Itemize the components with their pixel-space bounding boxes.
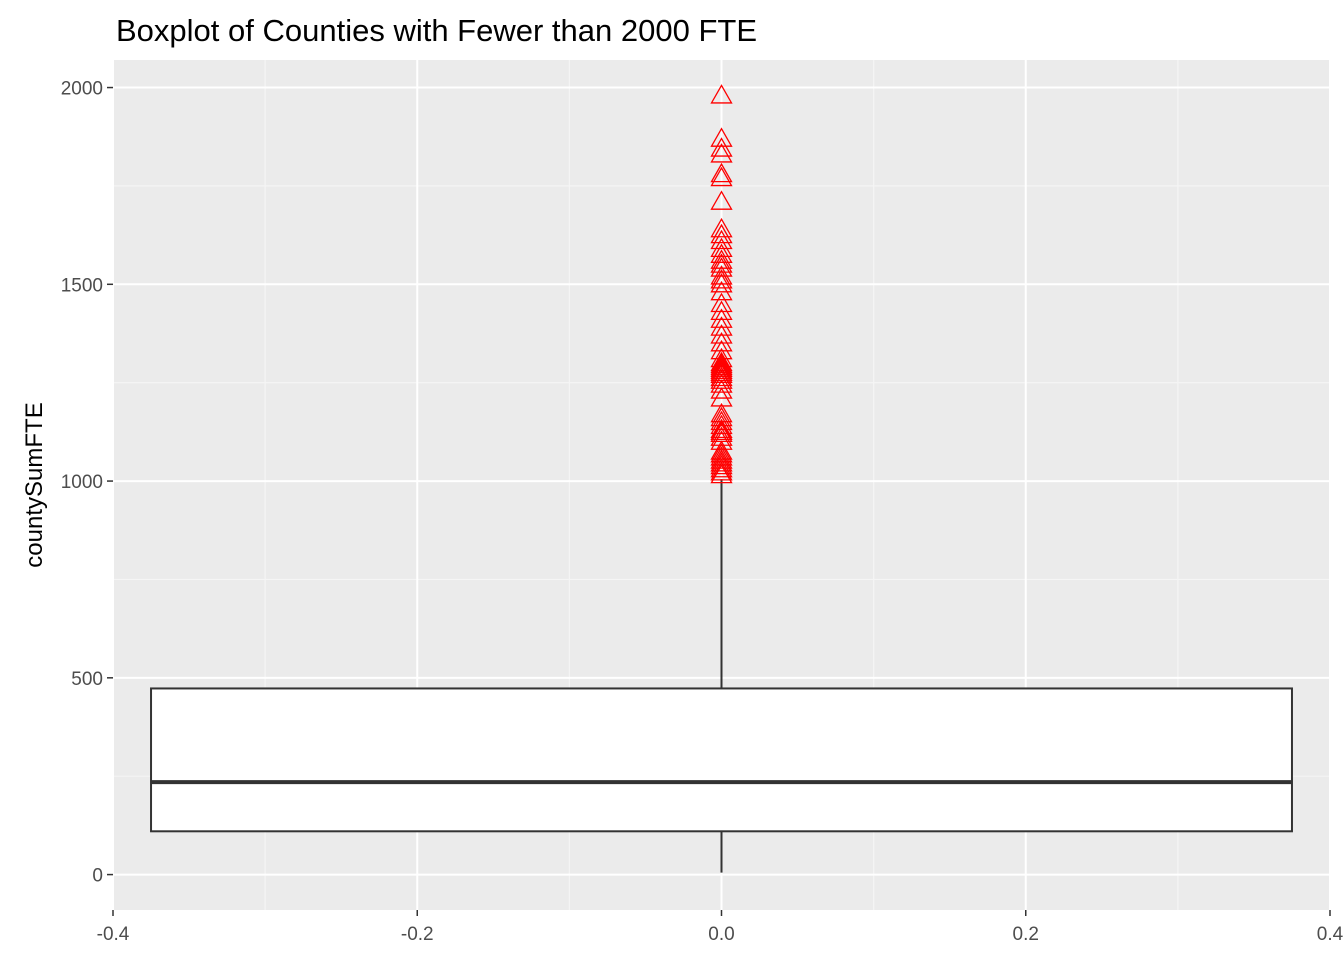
outlier-point [710, 418, 733, 439]
outlier-point [710, 249, 733, 269]
outlier-point [710, 379, 733, 399]
outlier-point [710, 292, 733, 313]
outlier-point [710, 127, 733, 147]
outlier-point [710, 355, 733, 376]
outlier-point [710, 84, 733, 104]
outlier-point [710, 162, 733, 183]
outlier-point [710, 223, 733, 244]
outlier-point [710, 402, 733, 423]
y-axis-label: countySumFTE [21, 402, 48, 567]
outlier-point [710, 332, 733, 352]
box-iqr [150, 687, 1293, 833]
outlier-point [710, 446, 733, 466]
outlier-point [710, 387, 733, 407]
outlier-point [710, 351, 733, 372]
y-tick-label: 500 [71, 669, 103, 690]
outlier-point [710, 430, 733, 450]
outlier-point [710, 143, 733, 163]
outlier-point [710, 369, 733, 389]
outlier-point [710, 363, 733, 383]
x-axis: -0.4 -0.2 0.0 0.2 0.4 [97, 910, 1344, 945]
y-tick-label: 2000 [61, 79, 103, 100]
outlier-point [710, 316, 733, 336]
y-tick-label: 0 [92, 866, 103, 887]
outlier-point [710, 324, 733, 344]
outlier-point [710, 217, 733, 238]
box-layer [150, 479, 1293, 873]
outlier-point [710, 300, 733, 321]
outlier-point [710, 280, 733, 301]
outlier-point [710, 426, 733, 446]
y-tick-label: 1500 [61, 275, 103, 296]
outlier-point [710, 359, 733, 380]
outlier-point [710, 237, 733, 258]
outlier-point [710, 166, 733, 187]
outlier-point [710, 442, 733, 463]
x-tick-label: 0.0 [708, 924, 734, 945]
y-tick-label: 1000 [61, 472, 103, 493]
outlier-points [710, 84, 733, 484]
outlier-point [710, 339, 733, 360]
outlier-point [710, 353, 733, 374]
outlier-point [710, 190, 733, 210]
outlier-point [710, 420, 733, 441]
outlier-point [710, 361, 733, 381]
outlier-point [710, 257, 733, 277]
x-tick-label: 0.4 [1317, 924, 1344, 945]
outlier-point [710, 410, 733, 431]
outlier-point [710, 347, 733, 368]
chart-title: Boxplot of Counties with Fewer than 2000… [116, 13, 757, 48]
outlier-point [710, 253, 733, 273]
x-tick-label: -0.4 [97, 924, 130, 945]
outlier-point [710, 269, 733, 289]
outlier-point [710, 265, 733, 285]
outlier-point [710, 414, 733, 435]
outlier-point [710, 406, 733, 427]
outlier-point [710, 373, 733, 393]
outlier-point [710, 229, 733, 250]
outlier-point [710, 272, 733, 293]
x-tick-label: -0.2 [401, 924, 434, 945]
outlier-point [710, 357, 733, 378]
x-tick-label: 0.2 [1013, 924, 1039, 945]
outlier-point [710, 422, 733, 442]
y-axis: 0 500 1000 1500 2000 [61, 79, 113, 887]
outlier-point [710, 440, 733, 460]
outlier-point [710, 243, 733, 263]
outlier-point [710, 308, 733, 328]
outlier-point [710, 137, 733, 157]
